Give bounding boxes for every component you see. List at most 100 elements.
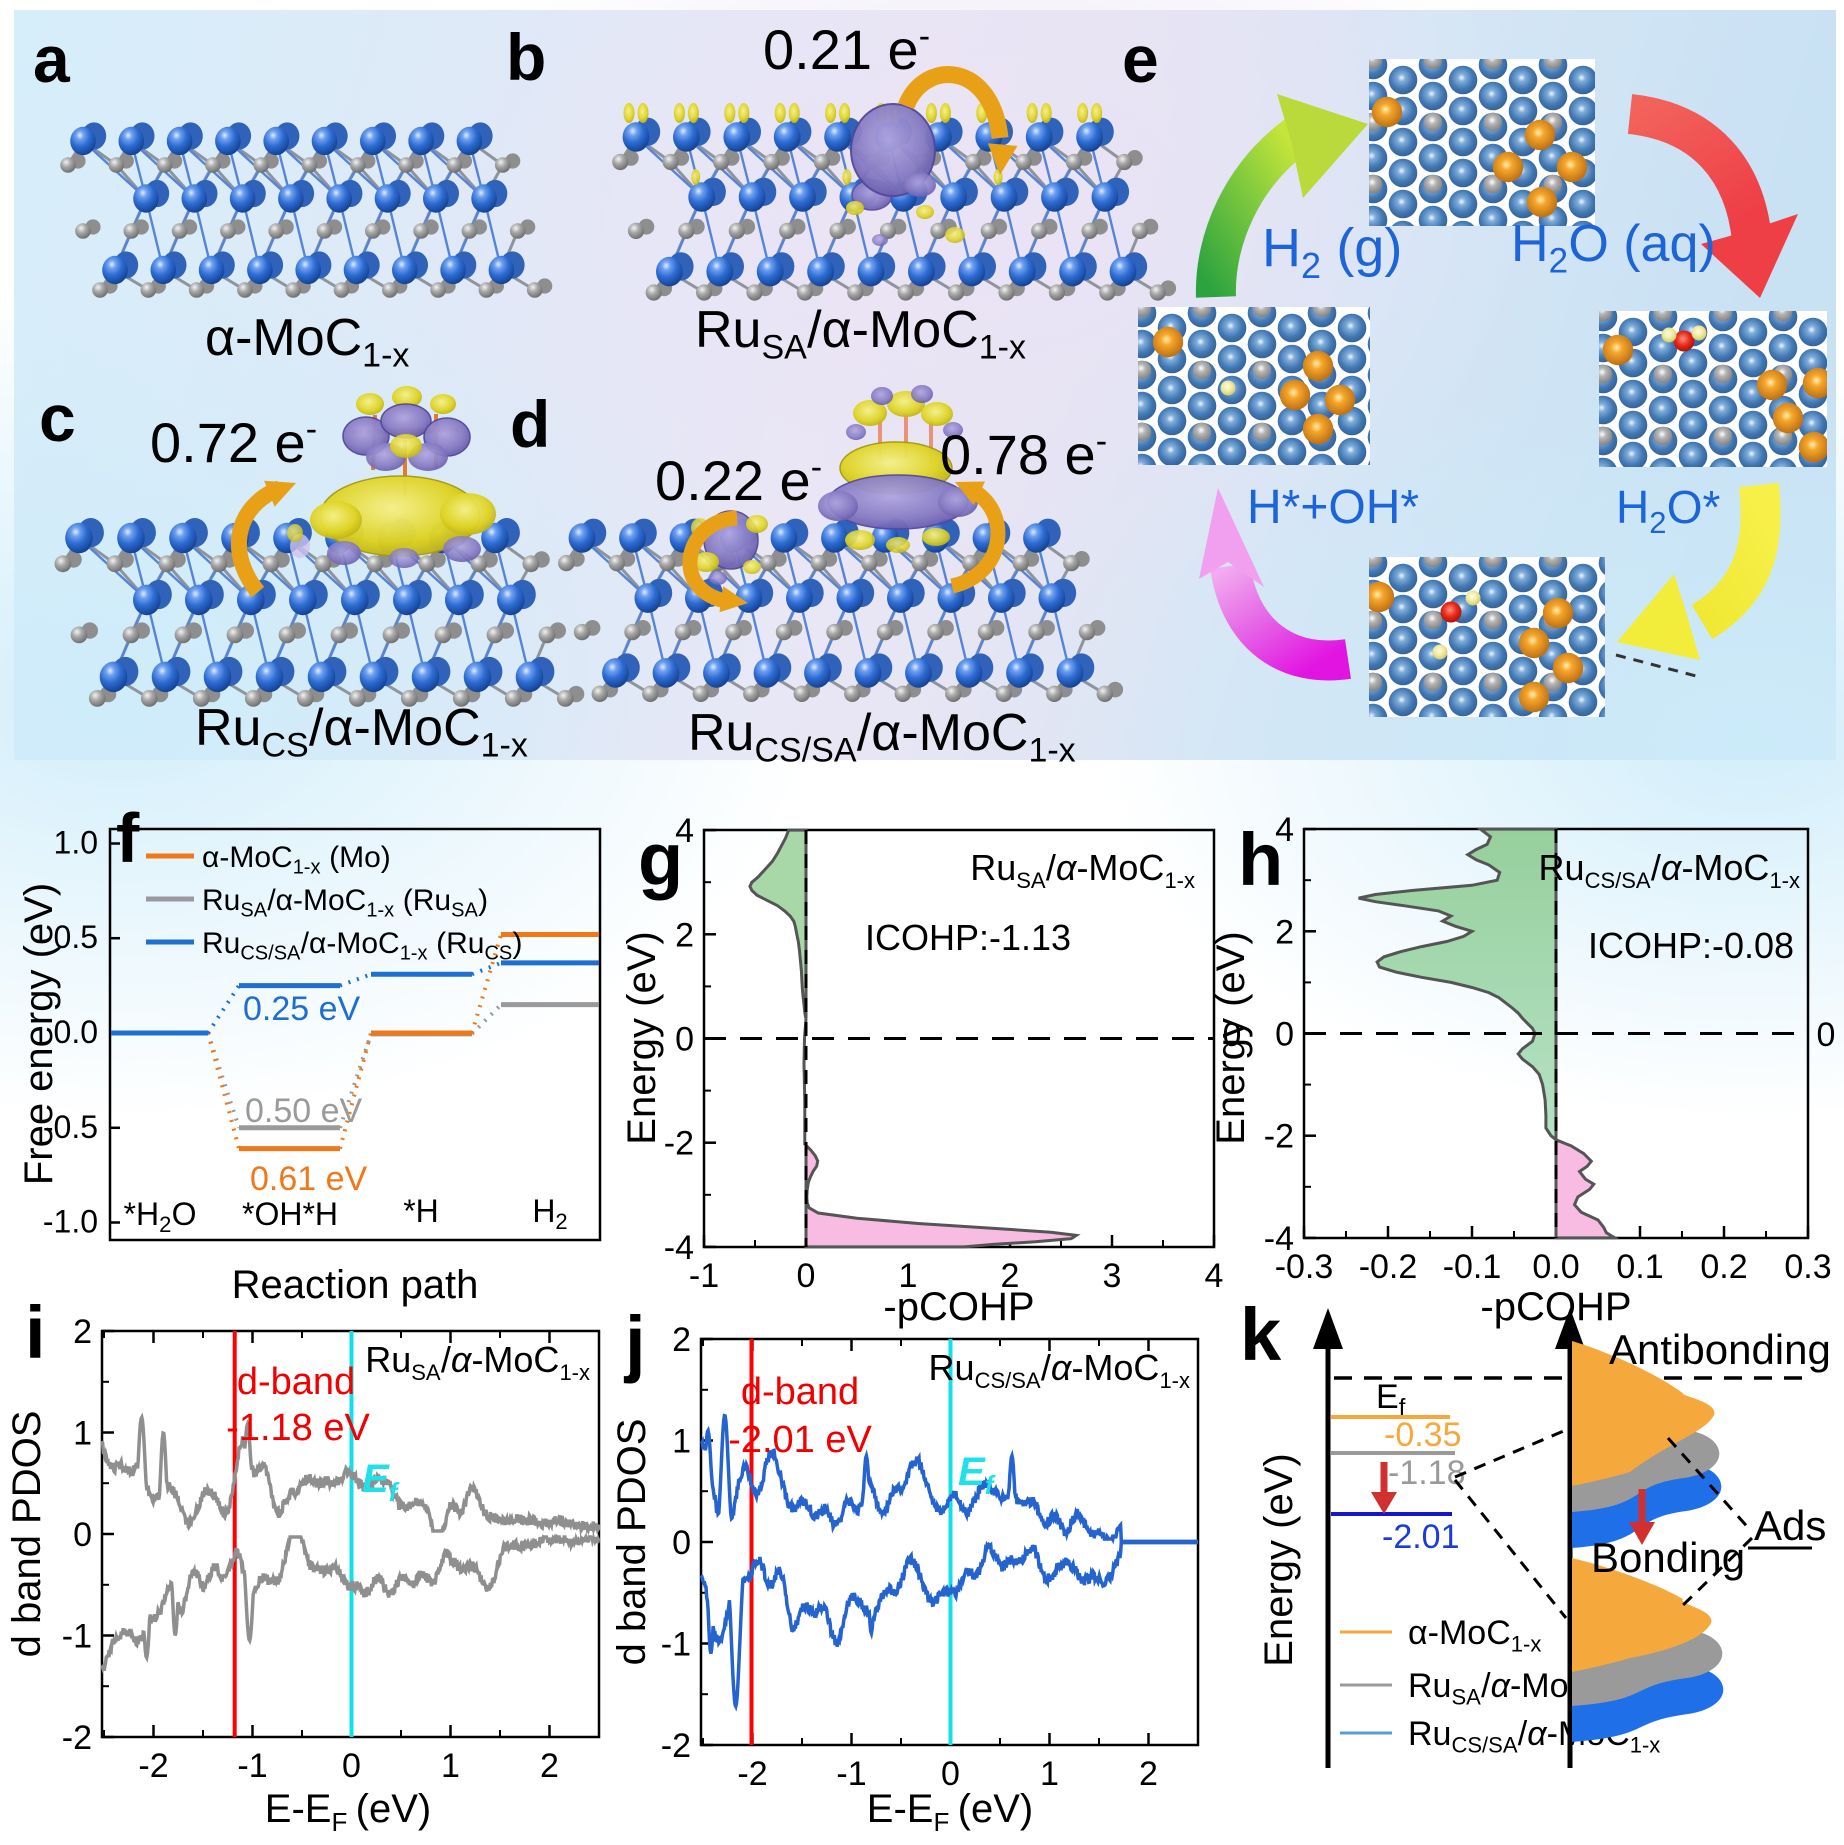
svg-text:α-MoC1-x: α-MoC1-x — [205, 309, 409, 374]
svg-text:e: e — [1122, 22, 1159, 96]
svg-text:-pCOHP: -pCOHP — [883, 1285, 1034, 1329]
svg-text:g: g — [638, 818, 683, 901]
svg-text:0: 0 — [941, 1755, 960, 1793]
svg-text:3: 3 — [1103, 1257, 1122, 1295]
svg-text:0: 0 — [73, 1516, 92, 1554]
svg-text:Energy (eV): Energy (eV) — [620, 931, 664, 1144]
svg-text:-4: -4 — [664, 1229, 694, 1267]
svg-text:0: 0 — [672, 1524, 691, 1562]
svg-text:d-band: d-band — [237, 1361, 355, 1403]
svg-text:RuSA /α-MoC1-x: RuSA /α-MoC1-x — [970, 847, 1195, 893]
svg-text:RuSA /α-MoC1-x: RuSA /α-MoC1-x — [695, 301, 1026, 366]
svg-text:h: h — [1238, 818, 1283, 901]
svg-text:H2 O*: H2 O* — [1616, 481, 1721, 540]
svg-text:2: 2 — [1139, 1755, 1158, 1793]
svg-text:0.0: 0.0 — [1532, 1248, 1579, 1286]
svg-text:*H: *H — [403, 1193, 439, 1229]
svg-text:1.0: 1.0 — [54, 825, 98, 861]
svg-text:RuSA /α-MoC1-x: RuSA /α-MoC1-x — [365, 1339, 590, 1385]
svg-text:0.22 e-: 0.22 e- — [655, 449, 822, 512]
svg-text:E-EF (eV): E-EF (eV) — [265, 1787, 431, 1837]
svg-text:d-band: d-band — [741, 1371, 859, 1413]
svg-text:j: j — [623, 1301, 646, 1384]
svg-text:4: 4 — [1205, 1257, 1224, 1295]
svg-text:-2: -2 — [62, 1719, 92, 1757]
svg-text:-0.1: -0.1 — [1443, 1248, 1502, 1286]
svg-text:RuCS/SA /α-MoC1-x: RuCS/SA /α-MoC1-x — [929, 1347, 1190, 1393]
svg-text:H2 (g): H2 (g) — [1262, 218, 1402, 286]
svg-text:c: c — [39, 381, 76, 455]
svg-text:-1.0: -1.0 — [43, 1204, 98, 1240]
svg-text:2: 2 — [672, 1321, 691, 1359]
svg-text:b: b — [506, 20, 546, 94]
svg-text:H2 O (aq): H2 O (aq) — [1511, 215, 1716, 280]
svg-text:Ads: Ads — [1754, 1502, 1826, 1549]
svg-text:-1: -1 — [661, 1626, 691, 1664]
svg-text:1: 1 — [441, 1747, 460, 1785]
svg-text:RuCS /α-MoC1-x: RuCS /α-MoC1-x — [195, 699, 528, 764]
svg-text:1: 1 — [899, 1257, 918, 1295]
svg-text:d band PDOS: d band PDOS — [610, 1419, 654, 1666]
svg-text:1: 1 — [672, 1423, 691, 1461]
svg-text:k: k — [1240, 1293, 1282, 1376]
svg-text:0: 0 — [1223, 1016, 1242, 1054]
svg-text:ICOHP:-0.08: ICOHP:-0.08 — [1588, 925, 1794, 966]
svg-text:E-EF (eV): E-EF (eV) — [867, 1787, 1033, 1837]
svg-text:-2: -2 — [1264, 1118, 1294, 1156]
svg-text:-2: -2 — [664, 1125, 694, 1163]
svg-text:2: 2 — [540, 1747, 559, 1785]
svg-text:Energy (eV): Energy (eV) — [1257, 1453, 1301, 1666]
svg-text:0.3: 0.3 — [1784, 1248, 1831, 1286]
svg-text:-2: -2 — [661, 1727, 691, 1765]
svg-text:Reaction path: Reaction path — [232, 1263, 479, 1307]
svg-text:0: 0 — [1817, 1016, 1836, 1054]
svg-text:4: 4 — [1275, 811, 1294, 849]
svg-text:-1: -1 — [62, 1618, 92, 1656]
svg-text:0: 0 — [1275, 1016, 1294, 1054]
svg-text:2: 2 — [675, 916, 694, 954]
svg-text:i: i — [25, 1291, 46, 1374]
svg-text:0.72 e-: 0.72 e- — [150, 411, 317, 474]
svg-text:0.2: 0.2 — [1700, 1248, 1747, 1286]
svg-text:1: 1 — [73, 1415, 92, 1453]
svg-text:Bonding: Bonding — [1591, 1534, 1745, 1581]
svg-text:-2.01: -2.01 — [1382, 1518, 1460, 1556]
svg-text:ICOHP:-1.13: ICOHP:-1.13 — [865, 917, 1071, 958]
svg-text:RuCS/SA /α-MoC1-x: RuCS/SA /α-MoC1-x — [688, 704, 1076, 769]
svg-text:0: 0 — [342, 1747, 361, 1785]
svg-text:0: 0 — [675, 1021, 694, 1059]
svg-text:-pCOHP: -pCOHP — [1480, 1285, 1631, 1329]
svg-text:-0.5: -0.5 — [43, 1109, 98, 1145]
svg-text:-2: -2 — [138, 1747, 168, 1785]
svg-text:-1: -1 — [689, 1257, 719, 1295]
svg-text:-4: -4 — [1264, 1220, 1294, 1258]
svg-text:0: 0 — [797, 1257, 816, 1295]
svg-text:RuCS/SA /α-MoC1-x: RuCS/SA /α-MoC1-x — [1539, 847, 1800, 893]
svg-text:f: f — [116, 799, 140, 877]
svg-text:2: 2 — [1001, 1257, 1020, 1295]
svg-text:4: 4 — [675, 812, 694, 850]
svg-text:2: 2 — [73, 1313, 92, 1351]
svg-text:a: a — [33, 22, 71, 96]
svg-text:-0.3: -0.3 — [1275, 1248, 1334, 1286]
svg-text:0.5: 0.5 — [54, 919, 98, 955]
svg-text:0.78 e-: 0.78 e- — [940, 423, 1107, 486]
svg-text:-0.35: -0.35 — [1384, 1416, 1462, 1454]
svg-text:-1.18 eV: -1.18 eV — [226, 1407, 370, 1449]
svg-text:-2: -2 — [737, 1755, 767, 1793]
svg-text:0.1: 0.1 — [1616, 1248, 1663, 1286]
svg-text:d: d — [510, 387, 550, 461]
svg-text:Energy (eV): Energy (eV) — [1209, 931, 1253, 1144]
svg-text:0.21 e-: 0.21 e- — [763, 18, 930, 81]
svg-text:-1: -1 — [237, 1747, 267, 1785]
svg-text:*OH*H: *OH*H — [242, 1196, 338, 1232]
svg-text:2: 2 — [1275, 913, 1294, 951]
svg-text:Free energy (eV): Free energy (eV) — [17, 883, 61, 1185]
svg-text:-1.18: -1.18 — [1388, 1454, 1466, 1492]
svg-text:-1: -1 — [836, 1755, 866, 1793]
svg-text:0.25 eV: 0.25 eV — [243, 990, 361, 1028]
svg-text:0.61 eV: 0.61 eV — [250, 1160, 368, 1198]
svg-text:d band PDOS: d band PDOS — [5, 1411, 49, 1658]
svg-text:1: 1 — [1040, 1755, 1059, 1793]
svg-text:-2.01 eV: -2.01 eV — [728, 1419, 872, 1461]
